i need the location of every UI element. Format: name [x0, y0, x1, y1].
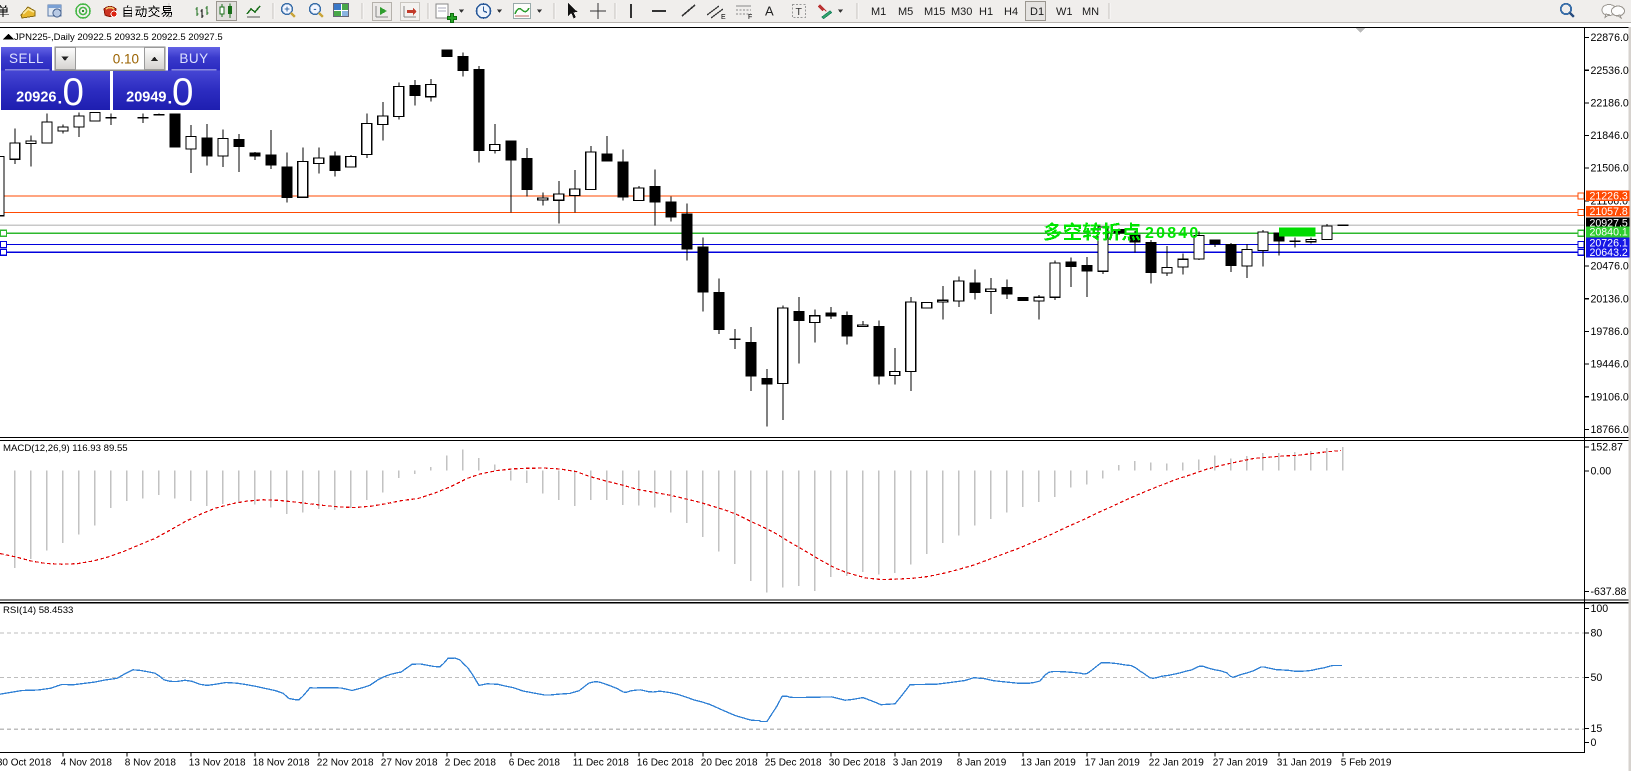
svg-text:8 Nov 2018: 8 Nov 2018 [125, 758, 177, 769]
svg-text:30 Dec 2018: 30 Dec 2018 [829, 758, 886, 769]
svg-text:0: 0 [63, 71, 84, 114]
svg-text:0.10: 0.10 [113, 51, 139, 66]
svg-text:22 Nov 2018: 22 Nov 2018 [317, 758, 374, 769]
svg-text:19786.0: 19786.0 [1591, 326, 1629, 338]
svg-text:MN: MN [1082, 6, 1099, 18]
svg-text:5 Feb 2019: 5 Feb 2019 [1341, 758, 1392, 769]
svg-text:MACD(12,26,9) 116.93 89.55: MACD(12,26,9) 116.93 89.55 [3, 443, 128, 454]
svg-text:30 Oct 2018: 30 Oct 2018 [0, 758, 52, 769]
svg-text:20926: 20926 [16, 90, 56, 106]
svg-text:E: E [721, 14, 726, 21]
svg-text:BUY: BUY [179, 51, 208, 66]
svg-text:M15: M15 [924, 6, 945, 18]
svg-text:A: A [765, 4, 774, 19]
svg-text:25 Dec 2018: 25 Dec 2018 [765, 758, 822, 769]
svg-text:18766.0: 18766.0 [1591, 424, 1629, 436]
svg-text:21226.3: 21226.3 [1590, 190, 1628, 202]
svg-text:8 Jan 2019: 8 Jan 2019 [957, 758, 1007, 769]
svg-text:-: - [313, 4, 316, 15]
svg-text:D1: D1 [1030, 6, 1044, 18]
svg-text:20643.2: 20643.2 [1590, 247, 1628, 259]
svg-text:27 Jan 2019: 27 Jan 2019 [1213, 758, 1268, 769]
svg-text:T: T [796, 6, 803, 18]
svg-text:JPN225-,Daily 20922.5 20932.5: JPN225-,Daily 20922.5 20932.5 20922.5 20… [14, 32, 223, 43]
svg-text:11 Dec 2018: 11 Dec 2018 [573, 758, 629, 769]
svg-text:13 Jan 2019: 13 Jan 2019 [1021, 758, 1076, 769]
svg-text:18 Nov 2018: 18 Nov 2018 [253, 758, 310, 769]
svg-text:20 Dec 2018: 20 Dec 2018 [701, 758, 758, 769]
svg-text:22876.0: 22876.0 [1591, 32, 1629, 44]
svg-text:H4: H4 [1004, 6, 1018, 18]
svg-text:H1: H1 [979, 6, 993, 18]
svg-text:20136.0: 20136.0 [1591, 293, 1629, 305]
svg-text:22186.0: 22186.0 [1591, 97, 1629, 109]
svg-text:50: 50 [1591, 672, 1603, 684]
svg-text:6 Dec 2018: 6 Dec 2018 [509, 758, 561, 769]
svg-text:W1: W1 [1056, 6, 1073, 18]
svg-text:16 Dec 2018: 16 Dec 2018 [637, 758, 694, 769]
svg-text:21057.8: 21057.8 [1590, 206, 1628, 218]
svg-text:M30: M30 [951, 6, 972, 18]
svg-text:13 Nov 2018: 13 Nov 2018 [189, 758, 246, 769]
svg-text:20949: 20949 [126, 90, 166, 106]
svg-text:SELL: SELL [9, 51, 44, 66]
svg-text:21506.0: 21506.0 [1591, 163, 1629, 175]
svg-text:21846.0: 21846.0 [1591, 130, 1629, 142]
svg-text:M1: M1 [871, 6, 886, 18]
svg-text:27 Nov 2018: 27 Nov 2018 [381, 758, 438, 769]
svg-text:+: + [284, 4, 290, 15]
svg-text:2 Dec 2018: 2 Dec 2018 [445, 758, 497, 769]
svg-text:31 Jan 2019: 31 Jan 2019 [1277, 758, 1332, 769]
svg-text:15: 15 [1591, 723, 1603, 735]
svg-text:F: F [748, 14, 752, 21]
svg-text:4 Nov 2018: 4 Nov 2018 [61, 758, 113, 769]
svg-text:17 Jan 2019: 17 Jan 2019 [1085, 758, 1140, 769]
svg-text:RSI(14) 58.4533: RSI(14) 58.4533 [3, 605, 73, 616]
svg-text:22 Jan 2019: 22 Jan 2019 [1149, 758, 1204, 769]
svg-text:-637.88: -637.88 [1591, 586, 1627, 598]
svg-text:19106.0: 19106.0 [1591, 391, 1629, 403]
svg-text:3 Jan 2019: 3 Jan 2019 [893, 758, 943, 769]
svg-text:20476.0: 20476.0 [1591, 261, 1629, 273]
svg-text:0: 0 [172, 71, 193, 114]
svg-text:100: 100 [1591, 603, 1609, 615]
svg-text:0.00: 0.00 [1591, 465, 1612, 477]
svg-text:20840: 20840 [1145, 225, 1201, 242]
svg-text:22536.0: 22536.0 [1591, 65, 1629, 77]
svg-text:0: 0 [1591, 737, 1597, 749]
svg-text:M5: M5 [898, 6, 913, 18]
svg-text:152.87: 152.87 [1591, 441, 1624, 453]
svg-text:80: 80 [1591, 627, 1603, 639]
svg-text:19446.0: 19446.0 [1591, 359, 1629, 371]
